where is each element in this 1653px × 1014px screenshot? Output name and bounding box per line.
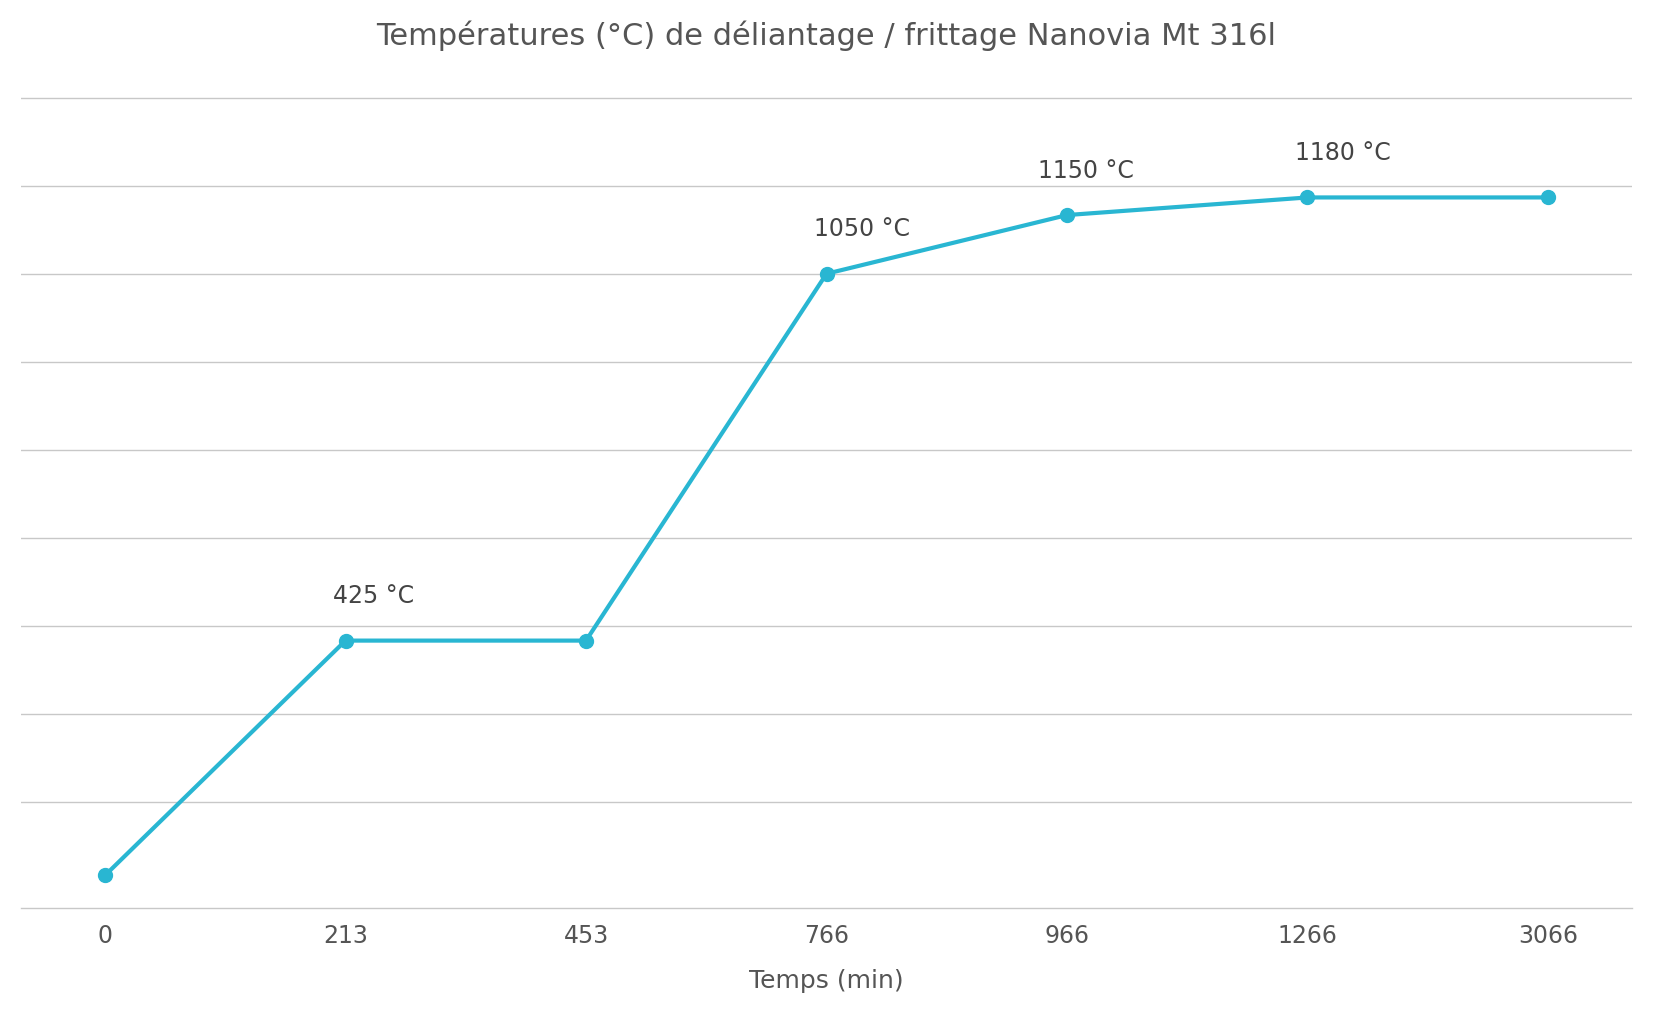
Title: Températures (°C) de déliantage / frittage Nanovia Mt 316l: Températures (°C) de déliantage / fritta…	[377, 21, 1276, 52]
Text: 1050 °C: 1050 °C	[815, 217, 911, 241]
Text: 425 °C: 425 °C	[334, 584, 415, 608]
Text: 1150 °C: 1150 °C	[1038, 159, 1134, 183]
X-axis label: Temps (min): Temps (min)	[749, 969, 904, 993]
Text: 1180 °C: 1180 °C	[1296, 141, 1392, 165]
